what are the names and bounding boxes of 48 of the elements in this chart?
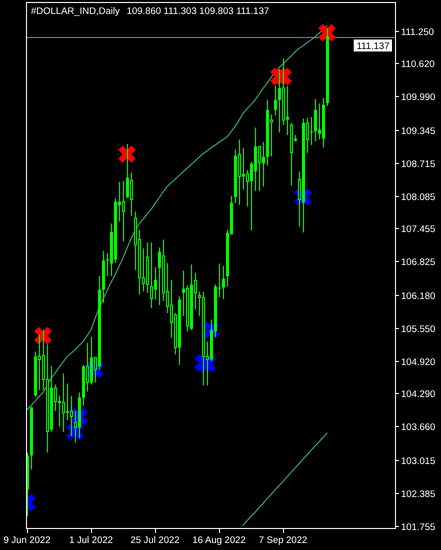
y-tick-label: 109.990: [401, 92, 436, 103]
candlestick: [274, 84, 277, 116]
y-tick-label: 102.385: [401, 488, 436, 500]
candlestick: [270, 114, 273, 157]
x-tick-label: 25 Jul 2022: [130, 535, 180, 546]
x-tick-label: 16 Aug 2022: [192, 535, 246, 546]
candlestick: [150, 242, 153, 308]
point: [318, 24, 336, 42]
y-tick-label: 110.620: [401, 58, 435, 70]
y-tick-label: 109.345: [401, 126, 436, 137]
candlestick: [242, 147, 245, 190]
y-tick-label: 106.825: [401, 256, 436, 268]
y-tick-label: 111.250: [401, 26, 434, 38]
x-tick-label: 1 Jul 2022: [69, 535, 113, 546]
x-tick-label: 9 Jun 2022: [3, 535, 51, 546]
candlestick: [126, 143, 129, 198]
candlestick: [262, 142, 265, 188]
y-tick-label: 107.455: [401, 224, 436, 235]
y-tick-label: 105.550: [401, 324, 436, 335]
y-tick-label: 104.920: [401, 356, 436, 368]
candlestick: [314, 98, 317, 142]
y-tick-label: 106.180: [401, 290, 436, 302]
candlestick: [122, 180, 125, 242]
candlestick: [238, 139, 241, 206]
candlestick: [278, 69, 281, 133]
candlestick: [66, 383, 69, 421]
point: [118, 145, 136, 163]
y-tick-label: 101.755: [401, 522, 436, 533]
chart-title: #DOLLAR_IND,Daily: [31, 6, 120, 17]
candlestick: [318, 103, 321, 140]
y-tick-label: 103.660: [401, 422, 436, 433]
candlestick: [158, 247, 161, 306]
candlestick: [222, 265, 225, 300]
candlestick: [130, 172, 133, 217]
y-tick-label: 104.290: [401, 388, 436, 400]
chart-subtitle: 109.860 111.303 109.803 111.137: [126, 6, 270, 17]
candlestick: [286, 85, 289, 136]
candlestick: [70, 396, 73, 437]
candlestick: [258, 146, 261, 192]
candlestick: [310, 116, 313, 146]
candlestick: [154, 266, 157, 300]
y-tick-label: 108.085: [401, 192, 436, 203]
x-tick-label: 7 Sep 2022: [258, 535, 308, 546]
ref-line-label: 111.137: [356, 40, 390, 52]
line-series: [242, 432, 328, 526]
candlestick: [62, 373, 65, 433]
y-tick-label: 103.015: [401, 456, 436, 467]
y-tick-label: 108.715: [401, 158, 436, 170]
